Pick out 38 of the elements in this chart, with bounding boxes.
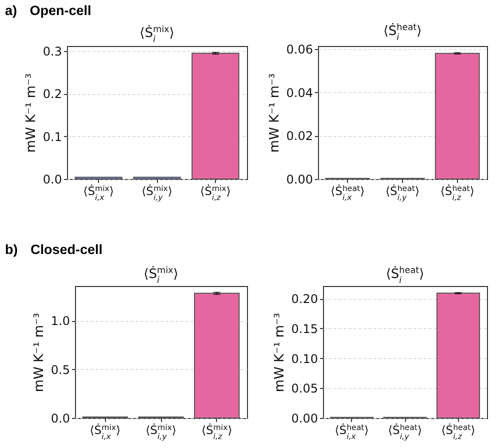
x-tick-label: ⟨Ṡ$_{i,y}$$^{heat}$⟩ xyxy=(388,422,422,440)
y-tick-label: 0.00 xyxy=(286,172,313,186)
y-tick-label: 0.3 xyxy=(42,44,62,59)
chart-title: ⟨Ṡ$_{i}$$^{mix}$⟩ xyxy=(144,266,178,286)
chart-title: ⟨Ṡ$_{i}$$^{heat}$⟩ xyxy=(383,23,422,44)
y-tick-label: 0.00 xyxy=(291,412,318,426)
x-tick-label: ⟨Ṡ$_{i,x}$$^{heat}$⟩ xyxy=(330,184,365,202)
y-tick-label: 0.05 xyxy=(291,382,318,396)
x-tick-label: ⟨Ṡ$_{i,y}$$^{mix}$⟩ xyxy=(146,422,176,440)
y-axis-title: mW K⁻¹ m⁻³ xyxy=(24,73,39,153)
y-tick-label: 0.20 xyxy=(291,292,318,306)
x-tick-label: ⟨Ṡ$_{i,x}$$^{mix}$⟩ xyxy=(83,184,114,202)
y-tick-label: 0.10 xyxy=(291,352,318,366)
x-tick-label: ⟨Ṡ$_{i,y}$$^{heat}$⟩ xyxy=(386,184,420,202)
y-axis-title: mW K⁻¹ m⁻³ xyxy=(267,73,282,153)
y-tick-label: 0.0 xyxy=(42,172,62,186)
y-tick-label: 0.2 xyxy=(42,87,62,102)
chart-title: ⟨Ṡ$_{i}$$^{mix}$⟩ xyxy=(140,25,174,46)
x-tick-label: ⟨Ṡ$_{i,y}$$^{mix}$⟩ xyxy=(142,184,172,202)
y-tick-label: 0.5 xyxy=(50,362,70,377)
y-tick-label: 0.02 xyxy=(286,129,313,144)
y-tick-label: 0.06 xyxy=(286,42,313,57)
chart-title: ⟨Ṡ$_{i}$$^{heat}$⟩ xyxy=(386,266,424,286)
x-tick-label: ⟨Ṡ$_{i,z}$$^{heat}$⟩ xyxy=(441,422,476,440)
y-axis-title: mW K⁻¹ m⁻³ xyxy=(272,312,288,392)
x-tick-label: ⟨Ṡ$_{i,z}$$^{heat}$⟩ xyxy=(440,184,474,202)
y-tick-label: 0.15 xyxy=(291,322,318,336)
text: b) Closed-cell xyxy=(5,242,103,258)
y-tick-label: 0.04 xyxy=(286,86,313,100)
x-tick-label: ⟨Ṡ$_{i,z}$$^{mix}$⟩ xyxy=(201,422,232,440)
x-tick-label: ⟨Ṡ$_{i,x}$$^{heat}$⟩ xyxy=(334,422,369,440)
text: a) Open-cell xyxy=(5,3,92,19)
x-tick-label: ⟨Ṡ$_{i,x}$$^{mix}$⟩ xyxy=(90,422,121,440)
y-tick-label: 0.1 xyxy=(42,130,62,144)
y-axis-title: mW K⁻¹ m⁻³ xyxy=(32,312,47,392)
y-tick-label: 0.0 xyxy=(50,412,70,426)
x-tick-label: ⟨Ṡ$_{i,z}$$^{mix}$⟩ xyxy=(200,184,231,202)
y-tick-label: 1.0 xyxy=(50,314,70,328)
